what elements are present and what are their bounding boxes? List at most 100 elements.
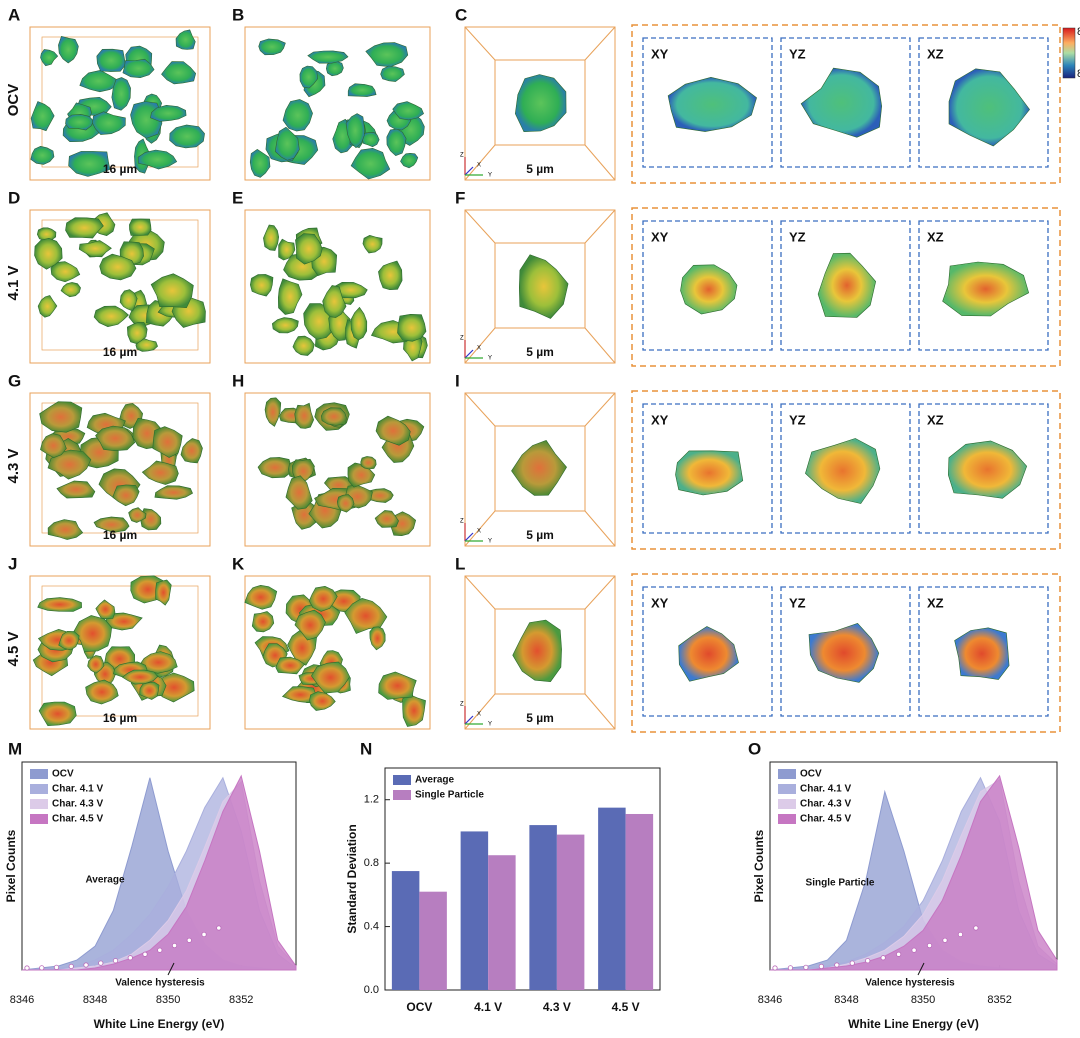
bar bbox=[488, 855, 516, 990]
particle bbox=[30, 145, 55, 165]
volume-frame bbox=[244, 26, 431, 181]
particle bbox=[85, 679, 119, 705]
colorbar-label: 8 bbox=[1077, 68, 1080, 80]
panel-letter: D bbox=[8, 188, 20, 207]
volume-frame bbox=[244, 575, 431, 730]
slice-map bbox=[947, 440, 1028, 499]
area bbox=[770, 774, 1058, 971]
annotation: Valence hysteresis bbox=[115, 978, 205, 989]
legend-label: Average bbox=[415, 775, 455, 786]
hysteresis-dot bbox=[834, 962, 840, 968]
particle bbox=[30, 101, 55, 132]
box-edge bbox=[584, 327, 616, 364]
scale-large: 16 µm bbox=[103, 162, 137, 176]
hysteresis-dot bbox=[142, 951, 148, 957]
bar bbox=[625, 813, 654, 990]
legend-swatch bbox=[30, 799, 48, 809]
slice-map bbox=[948, 68, 1030, 147]
triad-label: X bbox=[477, 529, 481, 535]
hysteresis-dot bbox=[157, 947, 163, 953]
box-edge bbox=[464, 144, 496, 181]
particle bbox=[378, 260, 403, 291]
particle bbox=[40, 433, 67, 459]
hysteresis-dot bbox=[896, 951, 902, 957]
legend-swatch bbox=[393, 790, 411, 800]
triad-label: Y bbox=[488, 356, 492, 362]
particle bbox=[96, 48, 126, 72]
particle bbox=[345, 113, 365, 149]
particle bbox=[365, 488, 394, 503]
slice-frame bbox=[642, 220, 773, 351]
particle bbox=[152, 426, 183, 458]
particle bbox=[36, 227, 57, 242]
particle bbox=[150, 273, 194, 309]
volume-frame bbox=[244, 392, 431, 547]
hysteresis-dot bbox=[973, 925, 979, 931]
hysteresis-dot bbox=[39, 965, 45, 971]
slice-label: XY bbox=[651, 595, 669, 610]
particle bbox=[386, 128, 407, 157]
legend-swatch bbox=[778, 814, 796, 824]
particle bbox=[350, 147, 391, 180]
particle bbox=[95, 425, 136, 452]
slice-container bbox=[631, 390, 1061, 550]
slice-map bbox=[942, 261, 1030, 317]
row-label: 4.3 V bbox=[5, 448, 22, 483]
particle bbox=[141, 460, 179, 485]
panel-letter: J bbox=[8, 554, 17, 573]
legend-label: OCV bbox=[800, 769, 822, 780]
single-particle bbox=[511, 440, 567, 496]
hysteresis-dot bbox=[957, 931, 964, 938]
panel-letter: G bbox=[8, 371, 21, 390]
particle bbox=[93, 516, 130, 533]
particle bbox=[294, 402, 315, 429]
slice-frame bbox=[642, 586, 773, 717]
triad-x bbox=[464, 715, 474, 725]
triad-label: Y bbox=[488, 539, 492, 545]
box-outer bbox=[464, 26, 616, 181]
y-tick-label: 0.4 bbox=[364, 920, 379, 932]
particle bbox=[40, 49, 59, 67]
bar bbox=[598, 807, 626, 990]
particle bbox=[285, 475, 313, 510]
triad-x bbox=[464, 349, 474, 359]
particle bbox=[121, 669, 159, 685]
panel-letter: O bbox=[748, 739, 761, 758]
x-tick-label: 4.3 V bbox=[543, 1000, 571, 1014]
particle bbox=[277, 278, 303, 315]
particle bbox=[402, 694, 426, 727]
single-particle bbox=[514, 74, 567, 133]
particle bbox=[139, 681, 160, 700]
particle bbox=[295, 233, 323, 265]
box-outer bbox=[464, 575, 616, 730]
hysteresis-dot bbox=[818, 963, 824, 970]
slice-label: YZ bbox=[789, 229, 806, 244]
box-inner bbox=[494, 242, 586, 329]
particle bbox=[264, 397, 282, 427]
particle bbox=[244, 584, 278, 610]
triad-label: Y bbox=[488, 173, 492, 179]
particle bbox=[375, 415, 411, 446]
legend-label: Char. 4.5 V bbox=[800, 814, 851, 825]
x-tick-label: OCV bbox=[406, 1000, 432, 1014]
slice-frame bbox=[918, 586, 1049, 717]
triad-label: Z bbox=[460, 153, 464, 159]
box-edge bbox=[584, 575, 616, 610]
particle bbox=[347, 83, 377, 97]
hysteresis-dot bbox=[68, 963, 74, 970]
box-inner bbox=[494, 425, 586, 512]
particle bbox=[65, 217, 104, 239]
particle bbox=[360, 456, 377, 470]
slice-label: XZ bbox=[927, 412, 944, 427]
particle bbox=[154, 485, 193, 500]
legend-label: Char. 4.5 V bbox=[52, 814, 103, 825]
volume-frame bbox=[29, 209, 211, 364]
scale-small: 5 µm bbox=[526, 528, 554, 542]
particle bbox=[112, 484, 140, 507]
triad-x bbox=[464, 532, 474, 542]
slice-container bbox=[631, 207, 1061, 367]
slice-map bbox=[954, 627, 1010, 680]
particle bbox=[58, 35, 79, 64]
x-tick-label: 8346 bbox=[10, 994, 34, 1006]
hysteresis-dot bbox=[53, 964, 60, 970]
